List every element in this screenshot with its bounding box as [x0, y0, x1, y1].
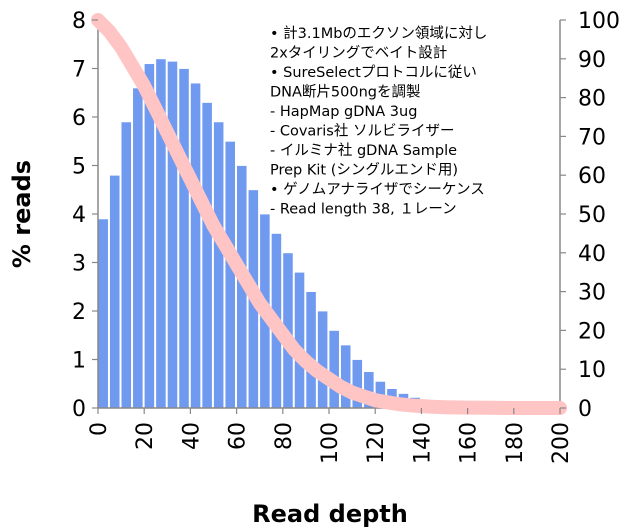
- x-tick-label: 120: [364, 422, 389, 464]
- bar: [317, 310, 329, 409]
- y-tick-label: 8: [72, 9, 86, 34]
- y2-tick-label: 60: [578, 164, 606, 189]
- bar: [132, 87, 144, 409]
- bar: [293, 271, 306, 409]
- annotation-text: • 計3.1Mbのエクソン領域に対し 2xタイリングでベイト設計 • SureSe…: [270, 25, 487, 218]
- x-tick-label: 60: [226, 422, 251, 450]
- x-tick-label: 140: [410, 422, 435, 464]
- cumulative-line: [91, 13, 567, 415]
- annotation-line: • 計3.1Mbのエクソン領域に対し: [270, 25, 487, 42]
- annotation-line: - HapMap gDNA 3ug: [270, 104, 417, 120]
- x-tick-label: 20: [133, 422, 158, 450]
- y-tick-label: 4: [72, 203, 86, 228]
- y2-tick-label: 0: [578, 397, 592, 422]
- bar: [213, 121, 225, 409]
- annotation-line: - イルミナ社 gDNA Sample: [270, 142, 457, 159]
- annotation-line: Prep Kit (シングルエンド用): [270, 162, 458, 179]
- bar: [166, 60, 179, 409]
- x-tick-label: 40: [179, 422, 204, 450]
- x-tick-label: 80: [272, 422, 297, 450]
- y2-tick-labels: 0 10 20 30 40 50 60 70 80 90 100: [560, 9, 620, 422]
- annotation-line: DNA断片500ngを調製: [270, 84, 421, 101]
- bar: [178, 68, 190, 409]
- y-tick-label: 1: [72, 349, 86, 374]
- y2-tick-label: 30: [578, 281, 606, 306]
- y-tick-label: 6: [72, 106, 86, 131]
- x-tick-label: 180: [503, 422, 528, 464]
- bar: [120, 121, 132, 409]
- y-tick-label: 0: [72, 397, 86, 422]
- bar: [97, 218, 109, 409]
- y-tick-label: 7: [72, 58, 86, 83]
- bar: [328, 329, 340, 409]
- bar: [201, 102, 213, 409]
- x-tick-label: 200: [549, 422, 574, 464]
- y2-tick-label: 10: [578, 358, 606, 383]
- y2-tick-label: 70: [578, 125, 606, 150]
- y2-tick-label: 50: [578, 203, 606, 228]
- y-tick-label: 3: [72, 252, 86, 277]
- y2-tick-label: 20: [578, 319, 606, 344]
- x-tick-label: 100: [318, 422, 343, 464]
- x-axis-title: Read depth: [252, 500, 408, 528]
- y2-tick-label: 100: [578, 9, 620, 34]
- y2-tick-label: 80: [578, 87, 606, 112]
- bar: [109, 174, 121, 409]
- annotation-line: - Read length 38, １レーン: [270, 202, 457, 218]
- y-tick-label: 2: [72, 300, 86, 325]
- y-axis-title: % reads: [8, 160, 36, 268]
- y2-tick-label: 90: [578, 48, 606, 73]
- bar: [224, 140, 236, 409]
- x-tick-label: 0: [87, 422, 112, 436]
- annotation-line: - Covaris社 ソルビライザー: [270, 123, 454, 140]
- annotation-line: • SureSelectプロトコルに従い: [270, 64, 477, 81]
- x-tick-labels: 0 20 40 60 80 100 120 140 160 180 200: [87, 408, 574, 464]
- y-tick-label: 5: [72, 155, 86, 180]
- y2-tick-label: 40: [578, 242, 606, 267]
- y-tick-labels: 0 1 2 3 4 5 6 7 8: [72, 9, 98, 422]
- annotation-line: 2xタイリングでベイト設計: [270, 45, 447, 62]
- annotation-line: • ゲノムアナライザでシーケンス: [270, 181, 485, 198]
- x-tick-label: 160: [457, 422, 482, 464]
- bar: [305, 291, 317, 409]
- bar: [189, 82, 202, 409]
